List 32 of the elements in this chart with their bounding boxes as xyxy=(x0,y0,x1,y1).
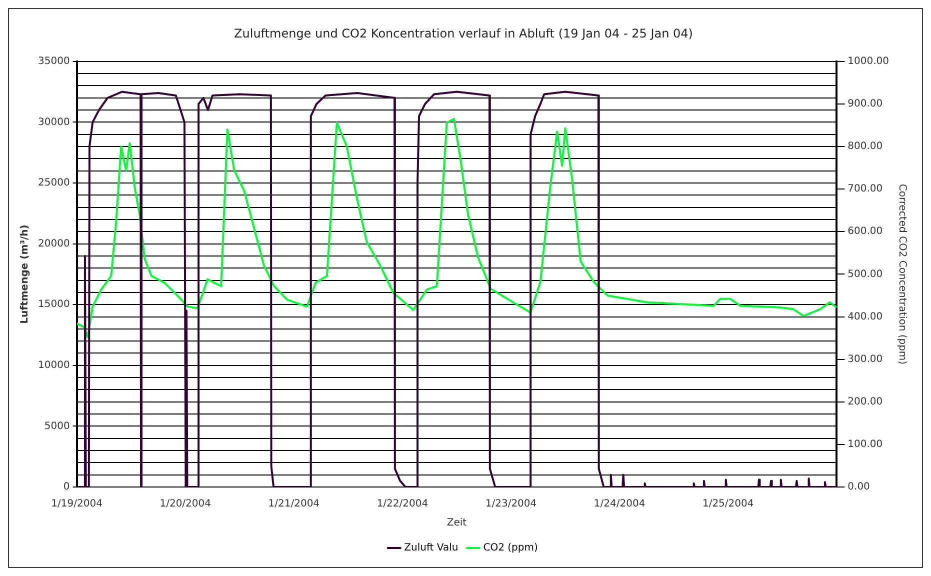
y2-tick-label: 700.00 xyxy=(848,184,883,195)
y-tick-label: 0 xyxy=(63,482,70,493)
y2-tick-label: 100.00 xyxy=(848,439,883,450)
legend-label: CO2 (ppm) xyxy=(483,542,538,554)
x-tick-label: 1/21/2004 xyxy=(268,498,320,510)
legend-label: Zuluft Valu xyxy=(404,542,458,554)
y2-tick-label: 0.00 xyxy=(848,482,870,493)
x-tick-label: 1/23/2004 xyxy=(485,498,537,510)
x-tick-label: 1/19/2004 xyxy=(51,498,102,510)
y-tick-label: 15000 xyxy=(38,299,70,310)
y2-tick-label: 1000.00 xyxy=(848,56,890,67)
chart-title: Zuluftmenge und CO2 Koncentration verlauf in Abluft (19 Jan 04 - 25 Jan 04) xyxy=(234,26,693,40)
x-tick-label: 1/24/2004 xyxy=(594,498,646,510)
y2-tick-label: 500.00 xyxy=(848,268,883,280)
y2-tick-label: 900.00 xyxy=(848,98,883,110)
y-tick-label: 25000 xyxy=(38,178,70,189)
y2-tick-label: 600.00 xyxy=(848,226,883,238)
y-tick-label: 10000 xyxy=(38,360,70,371)
y-axis-title: Luftmenge (m³/h) xyxy=(20,224,31,324)
y-tick-label: 20000 xyxy=(38,238,70,250)
y2-tick-label: 800.00 xyxy=(848,141,883,152)
y-tick-label: 30000 xyxy=(38,116,70,128)
x-tick-label: 1/20/2004 xyxy=(160,498,211,510)
x-axis-title: Zeit xyxy=(446,518,467,529)
y-tick-label: 35000 xyxy=(38,56,70,67)
y2-axis-title: Corrected CO2 Concentration (ppm) xyxy=(896,184,908,365)
x-tick-label: 1/22/2004 xyxy=(376,498,428,510)
y-tick-label: 5000 xyxy=(44,420,70,432)
x-tick-label: 1/25/2004 xyxy=(702,498,754,510)
y2-tick-label: 200.00 xyxy=(848,396,883,408)
y2-tick-label: 400.00 xyxy=(848,311,883,322)
y2-tick-label: 300.00 xyxy=(848,354,883,365)
